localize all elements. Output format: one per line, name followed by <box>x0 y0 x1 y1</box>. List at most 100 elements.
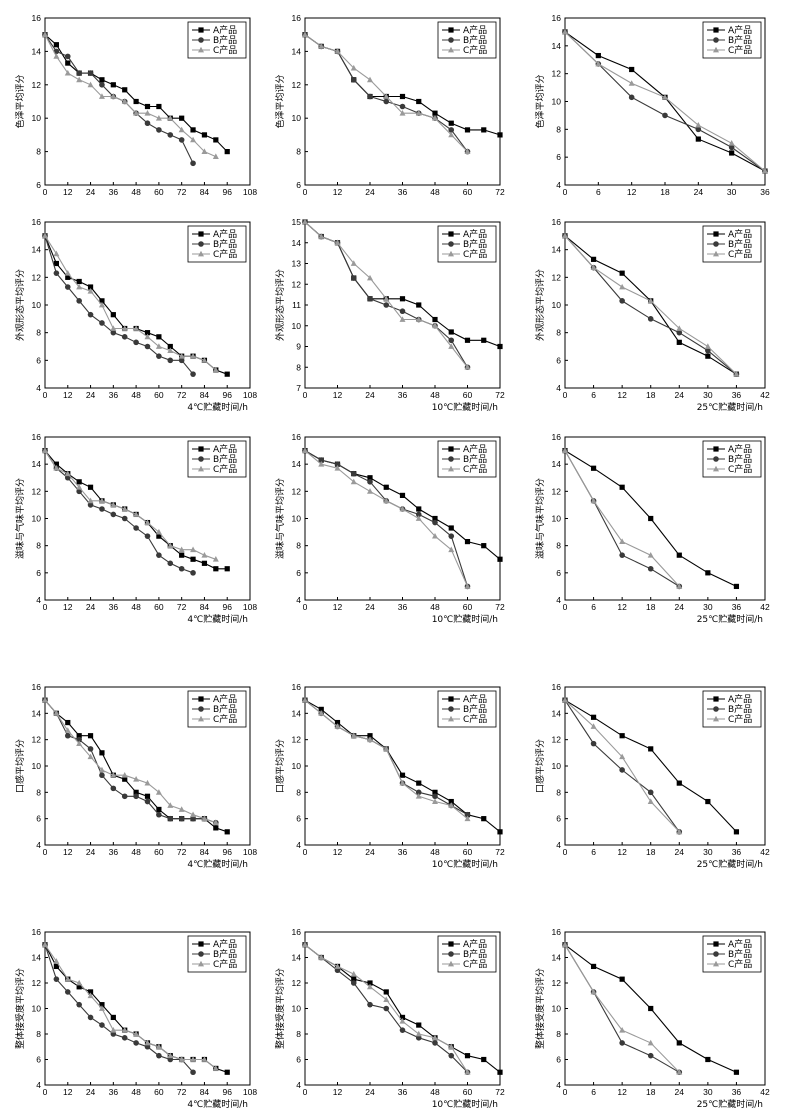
chart-panel-11: 0 12 24 36 48 60 72 4 6 8 10 12 14 16 口感平均评分 10℃贮藏时间/h A… <box>274 682 505 870</box>
data-point <box>399 1027 406 1033</box>
data-point <box>156 1052 162 1059</box>
legend-marker <box>448 696 454 702</box>
data-point <box>167 132 174 138</box>
x-tick-label: 18 <box>646 847 656 857</box>
data-point <box>334 239 341 246</box>
y-tick-label: 16 <box>32 217 42 227</box>
data-point <box>705 1056 711 1063</box>
x-tick-label: 108 <box>243 602 257 612</box>
data-point <box>448 337 455 344</box>
data-point <box>42 232 48 239</box>
data-point <box>383 1005 390 1012</box>
data-point <box>367 488 373 494</box>
chart-panel-1: 0 12 24 36 48 60 72 84 96 108 6 8 10 12 14 16 色泽平均评分 A产品B… <box>14 13 257 197</box>
data-point <box>167 815 174 822</box>
data-point <box>350 970 357 977</box>
data-point <box>87 753 94 760</box>
x-tick-label: 36 <box>732 847 742 857</box>
x-tick-label: 24 <box>86 1087 96 1097</box>
x-tick-label: 60 <box>463 187 473 197</box>
data-point <box>144 343 151 350</box>
y-tick-label: 4 <box>296 840 301 850</box>
y-axis-label: 整体接受度平均评分 <box>534 968 546 1049</box>
x-tick-label: 24 <box>365 390 375 400</box>
data-point <box>167 357 174 364</box>
data-point <box>133 339 139 346</box>
data-point <box>448 120 454 126</box>
data-point <box>383 745 390 752</box>
data-point <box>110 325 117 331</box>
data-point <box>497 343 503 350</box>
data-point <box>144 103 151 110</box>
data-point <box>98 497 105 504</box>
data-point <box>87 992 94 999</box>
x-tick-label: 36 <box>398 390 408 400</box>
x-tick-label: 24 <box>675 390 685 400</box>
legend-label: B产品 <box>213 453 237 465</box>
data-point <box>695 121 702 128</box>
data-point <box>156 806 162 813</box>
y-tick-label: 10 <box>292 514 302 524</box>
legend-label: B产品 <box>213 703 237 715</box>
data-point <box>318 710 325 716</box>
y-tick-label: 8 <box>556 1029 561 1039</box>
data-point <box>619 270 625 276</box>
data-point <box>432 798 438 804</box>
y-tick-label: 14 <box>32 459 42 469</box>
data-point <box>302 218 308 225</box>
x-tick-label: 42 <box>760 602 770 612</box>
data-point <box>179 552 185 558</box>
data-point <box>619 976 625 982</box>
y-tick-label: 8 <box>36 787 41 797</box>
x-tick-label: 60 <box>463 847 473 857</box>
data-point <box>224 149 230 155</box>
data-point <box>350 470 357 477</box>
series-c <box>42 941 219 1071</box>
x-tick-label: 48 <box>131 847 141 857</box>
chart-panel-15: 0 6 12 18 24 30 36 42 4 6 8 10 12 14 16 整体接受度平均评分 25℃贮藏时… <box>534 927 770 1110</box>
data-point <box>65 60 71 66</box>
data-point <box>87 733 94 739</box>
x-tick-label: 108 <box>243 1087 257 1097</box>
data-point <box>213 825 219 831</box>
y-tick-label: 10 <box>292 321 302 331</box>
x-axis-label: 4℃贮藏时间/h <box>187 613 248 625</box>
data-point <box>155 115 162 121</box>
data-point <box>350 732 357 739</box>
data-point <box>415 793 422 799</box>
data-point <box>497 556 503 562</box>
x-tick-label: 0 <box>563 390 568 400</box>
data-point <box>399 316 406 322</box>
legend-box <box>437 690 497 728</box>
data-point <box>144 533 151 539</box>
y-tick-label: 14 <box>32 46 42 56</box>
y-tick-label: 8 <box>296 541 301 551</box>
data-point <box>121 515 128 522</box>
data-point <box>647 798 654 804</box>
data-point <box>448 798 454 805</box>
data-point <box>110 329 117 336</box>
data-point <box>416 98 422 105</box>
legend-label: C产品 <box>213 44 237 56</box>
data-point <box>133 98 139 105</box>
y-tick-label: 14 <box>552 459 562 469</box>
data-point <box>562 941 568 948</box>
series-line <box>564 450 680 587</box>
y-tick-label: 6 <box>296 814 301 824</box>
legend-marker <box>448 250 454 257</box>
data-point <box>122 776 128 782</box>
data-point <box>133 325 140 331</box>
data-point <box>416 780 422 786</box>
data-point <box>399 103 406 110</box>
x-tick-label: 108 <box>243 847 257 857</box>
data-point <box>178 357 185 364</box>
data-point <box>481 543 487 549</box>
x-tick-label: 72 <box>495 1087 505 1097</box>
data-point <box>302 31 308 38</box>
x-tick-label: 18 <box>646 602 656 612</box>
data-point <box>464 148 471 154</box>
x-tick-label: 108 <box>243 390 257 400</box>
